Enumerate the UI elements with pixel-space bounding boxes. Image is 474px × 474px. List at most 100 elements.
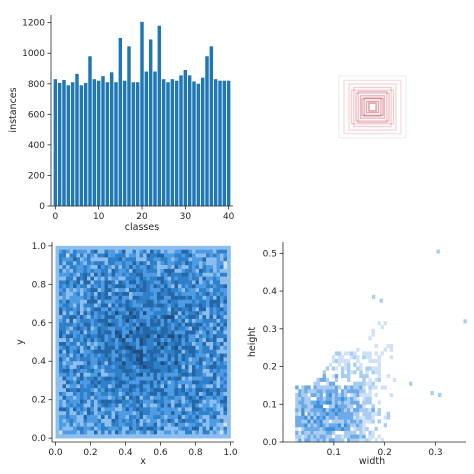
xy-cell <box>101 395 105 400</box>
xy-cell <box>118 330 123 335</box>
xy-cell <box>115 388 119 393</box>
wh-cell <box>350 408 354 413</box>
xy-cell <box>132 365 137 370</box>
xy-cell <box>80 326 84 331</box>
xy-cell <box>227 318 231 324</box>
xy-cell <box>97 411 102 416</box>
xy-cell <box>136 361 140 366</box>
xy-cell <box>160 322 165 327</box>
xy-cell <box>136 284 140 289</box>
xy-cell <box>213 295 217 300</box>
xy-cell <box>192 295 196 300</box>
xy-cell <box>223 430 228 435</box>
x-tick-label: 0.0 <box>48 448 63 458</box>
wh-cell <box>325 415 330 420</box>
xy-cell <box>160 365 165 370</box>
xy-cell <box>160 295 165 300</box>
wh-cell <box>347 389 351 394</box>
xy-cell <box>94 422 98 427</box>
xy-cell <box>132 307 137 312</box>
wh-cell <box>365 366 369 371</box>
xy-cell <box>90 380 95 385</box>
xy-cell <box>69 384 74 389</box>
wh-cell <box>371 385 375 390</box>
xy-cell <box>195 245 200 250</box>
xy-cell <box>94 257 98 262</box>
wh-cell <box>365 438 369 443</box>
xy-cell <box>122 322 126 327</box>
wh-cell <box>301 392 305 398</box>
wh-cell <box>316 423 320 428</box>
wh-cell <box>365 400 369 405</box>
xy-cell <box>66 407 70 412</box>
xy-cell <box>178 338 182 343</box>
xy-cell <box>227 357 231 362</box>
xy-cell <box>111 392 116 397</box>
xy-cell <box>83 388 88 393</box>
wh-cell <box>298 434 302 439</box>
wh-cell <box>344 411 348 416</box>
xy-cell <box>62 261 67 266</box>
wh-cell <box>319 434 323 439</box>
xy-cell <box>223 261 228 266</box>
wh-cell <box>356 355 360 360</box>
xy-cell <box>83 372 88 377</box>
xy-cell <box>59 280 63 285</box>
xy-cell <box>220 253 224 258</box>
xy-cell <box>101 434 105 439</box>
xy-cell <box>136 365 140 370</box>
xy-cell <box>202 338 207 343</box>
xy-cell <box>153 384 158 389</box>
xy-cell <box>97 345 102 350</box>
xy-cell <box>83 280 88 285</box>
xy-cell <box>118 292 123 297</box>
xy-cell <box>153 303 158 308</box>
wh-cell <box>319 396 323 401</box>
y-tick-label: 0.5 <box>263 249 277 259</box>
y-tick-label: 0.4 <box>263 287 278 297</box>
xy-cell <box>220 261 224 266</box>
xy-cell <box>108 372 112 377</box>
xy-cell <box>118 422 123 427</box>
xy-cell <box>181 268 186 274</box>
xy-cell <box>97 388 102 393</box>
xy-cell <box>153 365 158 370</box>
xy-cell <box>153 276 158 281</box>
wh-cell <box>316 430 320 435</box>
wh-cell <box>310 411 314 416</box>
wh-cell <box>371 404 375 409</box>
wh-cell <box>307 423 311 428</box>
wh-cell <box>328 381 333 386</box>
xy-cell <box>150 426 154 431</box>
xy-cell <box>101 295 105 300</box>
xy-cell <box>97 265 102 270</box>
xy-cell <box>157 295 161 300</box>
xy-cell <box>178 349 182 354</box>
xy-cell <box>150 245 154 250</box>
xy-cell <box>206 280 210 285</box>
xy-cell <box>122 415 126 420</box>
xy-cell <box>115 322 119 327</box>
xy-cell <box>150 434 154 439</box>
xy-cell <box>73 299 77 304</box>
xy-cell <box>178 257 182 262</box>
xy-cell <box>132 368 137 374</box>
xy-cell <box>69 357 74 362</box>
xy-cell <box>143 430 147 435</box>
xy-cell <box>122 376 126 381</box>
xy-cell <box>80 257 84 262</box>
xy-cell <box>73 392 77 397</box>
xy-cell <box>167 411 172 416</box>
xy-cell <box>101 284 105 289</box>
xy-cell <box>188 392 193 397</box>
xy-cell <box>118 249 123 254</box>
xy-cell <box>167 434 172 439</box>
xy-cell <box>153 338 158 343</box>
xy-cell <box>216 407 221 412</box>
xy-cell <box>69 368 74 374</box>
xy-cell <box>69 322 74 327</box>
xy-cell <box>80 284 84 289</box>
xy-cell <box>153 311 158 316</box>
xy-cell <box>76 315 81 320</box>
xy-cell <box>94 434 98 439</box>
